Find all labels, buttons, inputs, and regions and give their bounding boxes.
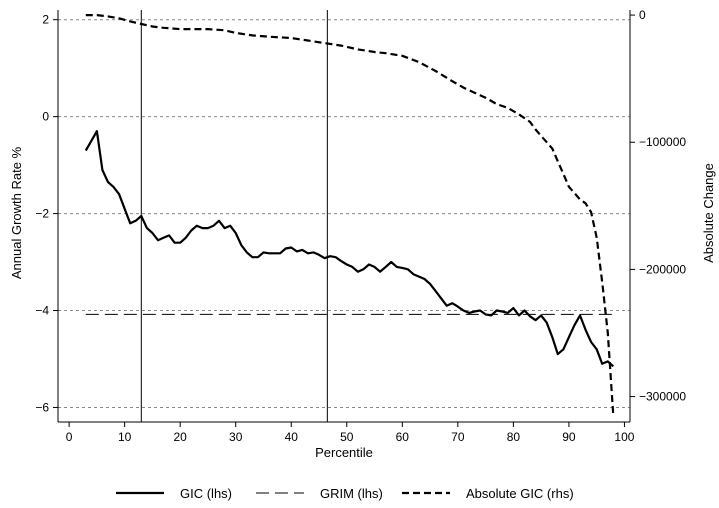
y-right-tick-label: −100000 [639, 135, 686, 149]
y-left-tick-label: −6 [35, 400, 49, 414]
x-tick-label: 20 [173, 430, 187, 444]
legend-label-grim: GRIM (lhs) [320, 486, 383, 501]
x-tick-label: 10 [118, 430, 132, 444]
x-tick-label: 80 [507, 430, 521, 444]
y-axis-left-title: Annual Growth Rate % [9, 146, 24, 279]
y-left-tick-label: −4 [35, 304, 49, 318]
x-tick-label: 50 [340, 430, 354, 444]
y-left-tick-label: 2 [42, 13, 49, 27]
grid-lines [58, 19, 630, 408]
x-tick-label: 70 [451, 430, 465, 444]
x-tick-label: 60 [396, 430, 410, 444]
x-tick-label: 40 [285, 430, 299, 444]
y-left-tick-label: 0 [42, 110, 49, 124]
gic-line [84, 130, 615, 368]
legend: GIC (lhs) GRIM (lhs) Absolute GIC (rhs) [116, 486, 574, 501]
x-tick-label: 30 [229, 430, 243, 444]
legend-label-absolute-gic: Absolute GIC (rhs) [466, 486, 574, 501]
x-tick-label: 0 [66, 430, 73, 444]
y-axis-right-title: Absolute Change [701, 163, 716, 263]
x-tick-label: 100 [614, 430, 634, 444]
series [84, 14, 615, 416]
y-right-tick-label: 0 [639, 8, 646, 22]
y-right-tick-label: −200000 [639, 262, 686, 276]
y-right-tick-label: −300000 [639, 390, 686, 404]
legend-label-gic: GIC (lhs) [180, 486, 232, 501]
y-left-tick-label: −2 [35, 207, 49, 221]
x-axis-title: Percentile [315, 445, 373, 460]
axes [57, 10, 631, 423]
absolute-gic-line [85, 14, 615, 416]
x-tick-label: 90 [562, 430, 576, 444]
